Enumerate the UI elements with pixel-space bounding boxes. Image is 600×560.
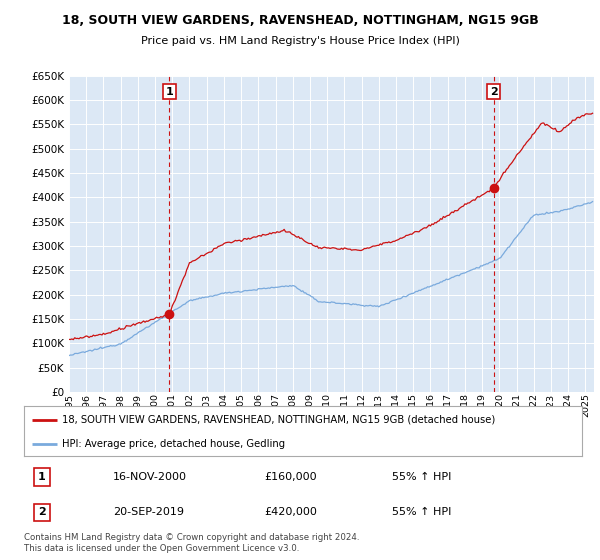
Text: 20-SEP-2019: 20-SEP-2019 (113, 507, 184, 517)
Text: £420,000: £420,000 (264, 507, 317, 517)
Text: £160,000: £160,000 (264, 472, 317, 482)
Text: 18, SOUTH VIEW GARDENS, RAVENSHEAD, NOTTINGHAM, NG15 9GB (detached house): 18, SOUTH VIEW GARDENS, RAVENSHEAD, NOTT… (62, 414, 495, 424)
Text: 18, SOUTH VIEW GARDENS, RAVENSHEAD, NOTTINGHAM, NG15 9GB: 18, SOUTH VIEW GARDENS, RAVENSHEAD, NOTT… (62, 14, 538, 27)
Text: 1: 1 (166, 87, 173, 97)
Text: 2: 2 (38, 507, 46, 517)
Text: 2: 2 (490, 87, 497, 97)
Text: 1: 1 (38, 472, 46, 482)
Text: Contains HM Land Registry data © Crown copyright and database right 2024.
This d: Contains HM Land Registry data © Crown c… (24, 533, 359, 553)
Text: 16-NOV-2000: 16-NOV-2000 (113, 472, 187, 482)
Text: HPI: Average price, detached house, Gedling: HPI: Average price, detached house, Gedl… (62, 439, 285, 449)
Text: 55% ↑ HPI: 55% ↑ HPI (392, 507, 452, 517)
Text: Price paid vs. HM Land Registry's House Price Index (HPI): Price paid vs. HM Land Registry's House … (140, 36, 460, 46)
Text: 55% ↑ HPI: 55% ↑ HPI (392, 472, 452, 482)
